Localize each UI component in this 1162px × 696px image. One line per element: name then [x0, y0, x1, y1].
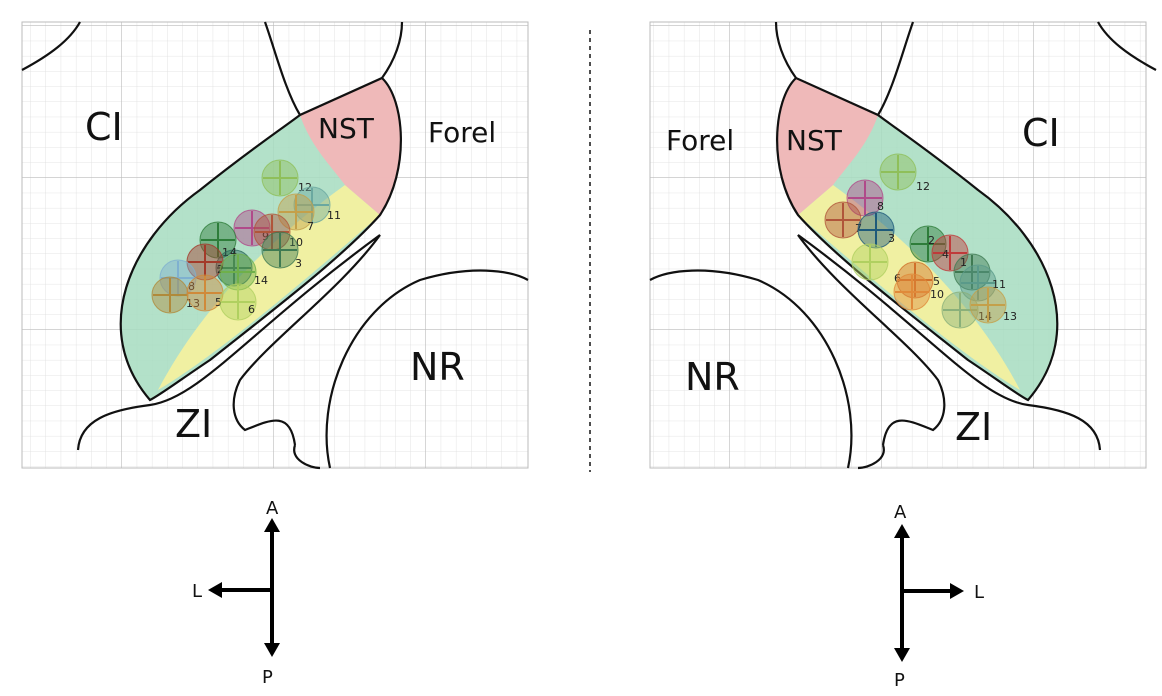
direction-label: A	[894, 502, 907, 523]
region-label: NR	[410, 345, 465, 389]
point-label: 12	[916, 180, 930, 193]
compass-left	[208, 518, 280, 657]
point-label: 10	[930, 288, 944, 301]
region-label: Forel	[428, 116, 496, 149]
point-label: 4	[942, 248, 949, 261]
direction-label: L	[192, 581, 202, 602]
region-label: NST	[318, 112, 375, 145]
direction-label: A	[266, 498, 279, 519]
region-label: ZI	[175, 402, 212, 446]
point-label: 7	[307, 220, 314, 233]
region-label: Forel	[666, 124, 734, 157]
region-label: CI	[1022, 111, 1060, 155]
point-label: 14	[254, 274, 268, 287]
region-label: ZI	[955, 405, 992, 449]
point-label: 3	[888, 232, 895, 245]
point-label: 11	[327, 209, 341, 222]
point-label: 13	[1003, 310, 1017, 323]
point-label: 3	[295, 257, 302, 270]
point-label: 8	[877, 200, 884, 213]
figure: CI NST Forel ZI NR CI NST Forel ZI NR A …	[0, 0, 1162, 696]
direction-label: P	[262, 667, 273, 688]
compass-right	[894, 524, 964, 662]
region-label: CI	[85, 105, 123, 149]
point-label: 1	[960, 256, 967, 269]
direction-label: P	[894, 670, 905, 691]
region-label: NR	[685, 355, 740, 399]
region-label: NST	[786, 124, 843, 157]
point-label: 5	[933, 275, 940, 288]
direction-label: L	[974, 582, 984, 603]
point-label: 6	[248, 303, 255, 316]
